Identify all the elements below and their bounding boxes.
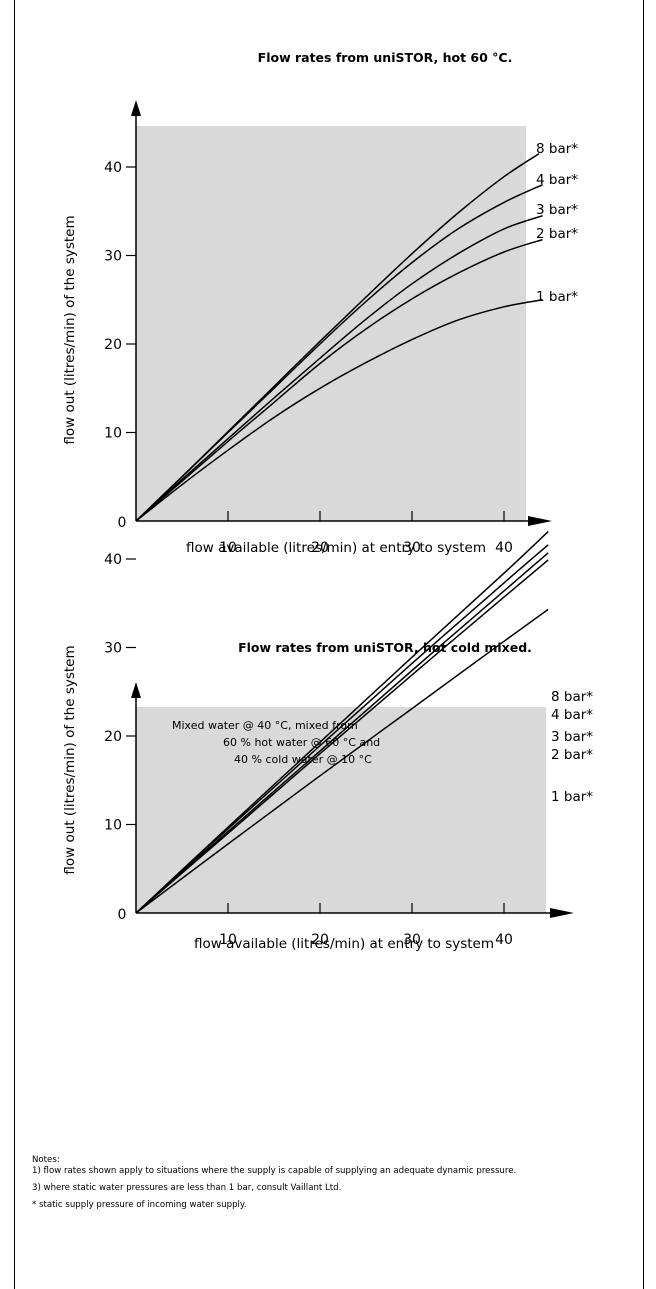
chart2-y-tick-label-10: 10 bbox=[104, 818, 122, 834]
chart2-x-tick-label-10: 10 bbox=[219, 932, 237, 948]
chart1-y-axis-label: flow out (litres/min) of the system bbox=[62, 215, 78, 444]
chart2-y-axis-label: flow out (litres/min) of the system bbox=[62, 645, 78, 874]
notes-heading: Notes: bbox=[32, 1155, 60, 1165]
chart2-title: Flow rates from uniSTOR, hot cold mixed. bbox=[238, 640, 532, 655]
chart1-series-label-3-bar: 3 bar* bbox=[536, 202, 578, 218]
chart2-series-label-4-bar: 4 bar* bbox=[551, 707, 593, 723]
chart1-plot-area bbox=[136, 126, 526, 521]
chart2-x-tick-label-20: 20 bbox=[311, 932, 329, 948]
chart2-series-label-2-bar: 2 bar* bbox=[551, 747, 593, 763]
chart1-title: Flow rates from uniSTOR, hot 60 °C. bbox=[258, 50, 513, 65]
chart1-x-tick-label-30: 30 bbox=[403, 540, 421, 556]
charts-canvas: Flow rates from uniSTOR, hot 60 °C. 0 10 20… bbox=[62, 50, 593, 952]
chart1-series-label-4-bar: 4 bar* bbox=[536, 172, 578, 188]
chart1-series-label-8-bar: 8 bar* bbox=[536, 141, 578, 157]
chart2-annotation-line-3: 40 % cold water @ 10 °C bbox=[234, 753, 372, 766]
chart1-y-tick-label-40: 40 bbox=[104, 160, 122, 176]
chart1-y-tick-label-30: 30 bbox=[104, 249, 122, 265]
chart1-series-line-2-bar bbox=[135, 238, 543, 522]
chart2-y-axis-arrow bbox=[131, 682, 141, 698]
chart2-x-tick-label-40: 40 bbox=[495, 932, 513, 948]
chart2-series-label-3-bar: 3 bar* bbox=[551, 729, 593, 745]
chart2-series-label-8-bar: 8 bar* bbox=[551, 689, 593, 705]
chart2-series-line-8-bar bbox=[135, 531, 549, 914]
chart2-y-tick-label-30: 30 bbox=[104, 641, 122, 657]
chart2-y-tick-label-40: 40 bbox=[104, 552, 122, 568]
note-3: * static supply pressure of incoming wat… bbox=[32, 1200, 247, 1210]
chart1-x-tick-label-10: 10 bbox=[219, 540, 237, 556]
chart1-series-line-4-bar bbox=[135, 184, 543, 522]
chart1-x-tick-label-20: 20 bbox=[311, 540, 329, 556]
chart1-x-axis-arrow bbox=[528, 516, 552, 526]
chart2-annotation-line-1: Mixed water @ 40 °C, mixed from bbox=[172, 719, 358, 732]
chart2-x-axis-label: flow available (litres/min) at entry to … bbox=[194, 936, 494, 952]
chart2-series-line-1-bar bbox=[135, 608, 549, 914]
chart1-series-label-1-bar: 1 bar* bbox=[536, 289, 578, 305]
chart2-series-line-2-bar bbox=[135, 559, 549, 914]
chart1-origin-label: 0 bbox=[118, 515, 127, 531]
note-2: 3) where static water pressures are less… bbox=[32, 1183, 342, 1193]
chart2-x-axis-arrow bbox=[550, 908, 574, 918]
chart2-y-tick-label-20: 20 bbox=[104, 729, 122, 745]
chart1-series-label-2-bar: 2 bar* bbox=[536, 226, 578, 242]
chart2-plot-area bbox=[136, 707, 546, 913]
chart2-series-line-4-bar bbox=[135, 544, 549, 914]
chart2-annotation-line-2: 60 % hot water @ 60 °C and bbox=[223, 736, 380, 749]
chart1-x-axis-label: flow available (litres/min) at entry to … bbox=[186, 540, 486, 556]
chart1-y-tick-label-10: 10 bbox=[104, 426, 122, 442]
chart1-y-axis-arrow bbox=[131, 100, 141, 116]
chart1-x-tick-label-40: 40 bbox=[495, 540, 513, 556]
chart2-x-tick-label-30: 30 bbox=[403, 932, 421, 948]
chart1-y-tick-label-20: 20 bbox=[104, 337, 122, 353]
chart1-series-line-1-bar bbox=[135, 299, 543, 522]
notes-section: Notes: 1) flow rates shown apply to situ… bbox=[32, 1155, 642, 1211]
chart2-series-label-1-bar: 1 bar* bbox=[551, 789, 593, 805]
page-frame bbox=[14, 0, 644, 1289]
chart2-origin-label: 0 bbox=[118, 907, 127, 923]
note-1: 1) flow rates shown apply to situations … bbox=[32, 1166, 517, 1176]
chart2-series-line-3-bar bbox=[135, 552, 549, 914]
chart1-series-line-3-bar bbox=[135, 214, 543, 522]
